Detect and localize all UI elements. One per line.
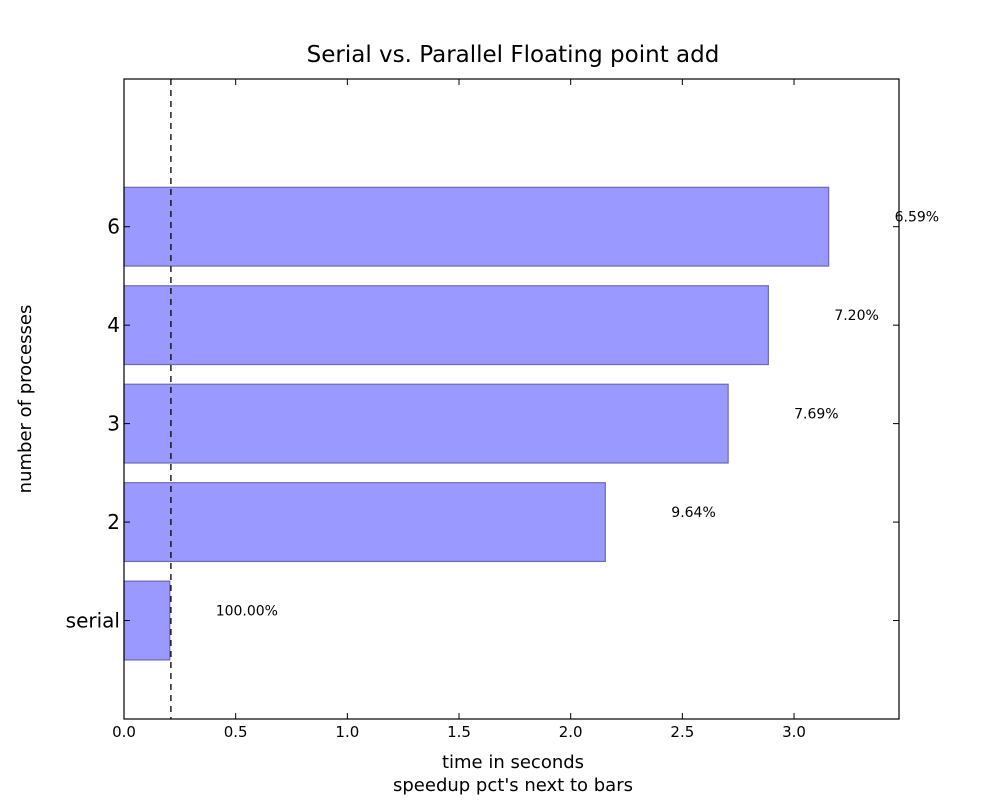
y-tick-label: 4: [107, 313, 120, 337]
x-tick-label: 1.0: [335, 723, 359, 741]
bar-6: [123, 186, 830, 267]
y-tick-label: serial: [66, 609, 120, 633]
x-axis-label: time in seconds: [442, 752, 584, 773]
data-label: 9.64%: [671, 505, 715, 521]
chart-title: Serial vs. Parallel Floating point add: [307, 42, 720, 68]
data-label: 7.20%: [834, 308, 878, 324]
x-axis-sublabel: speedup pct's next to bars: [393, 775, 633, 796]
data-label: 7.69%: [794, 407, 838, 423]
plot-frame: [123, 78, 900, 720]
y-tick-label: 2: [107, 510, 120, 534]
bar-3: [123, 383, 729, 464]
x-tick-label: 2.5: [670, 723, 694, 741]
x-tick-label: 1.5: [447, 723, 471, 741]
bar-4: [123, 285, 769, 366]
y-tick-label: 6: [107, 215, 120, 239]
data-label: 100.00%: [216, 604, 278, 620]
x-tick-label: 3.0: [782, 723, 806, 741]
x-tick-label: 0.5: [224, 723, 248, 741]
bar-serial: [123, 580, 171, 661]
data-label: 6.59%: [895, 210, 939, 226]
x-tick-label: 2.0: [559, 723, 583, 741]
x-tick-label: 0.0: [112, 723, 136, 741]
bar-2: [123, 482, 606, 563]
y-axis-label: number of processes: [15, 305, 36, 494]
y-tick-label: 3: [107, 412, 120, 436]
